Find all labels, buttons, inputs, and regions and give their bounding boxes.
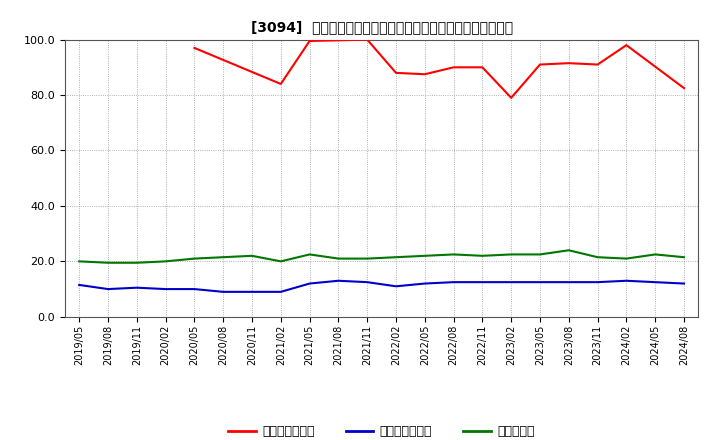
在庫回転率 bbox=[104, 260, 112, 265]
在庫回転率 bbox=[420, 253, 429, 258]
買入債務回転率 bbox=[161, 286, 170, 292]
在庫回転率 bbox=[622, 256, 631, 261]
売上債権回転率 bbox=[305, 38, 314, 44]
買入債務回転率 bbox=[75, 282, 84, 288]
在庫回転率 bbox=[507, 252, 516, 257]
買入債務回転率 bbox=[190, 286, 199, 292]
買入債務回転率 bbox=[449, 279, 458, 285]
買入債務回転率 bbox=[392, 284, 400, 289]
在庫回転率 bbox=[276, 259, 285, 264]
買入債務回転率 bbox=[622, 278, 631, 283]
在庫回転率 bbox=[161, 259, 170, 264]
売上債権回転率 bbox=[276, 81, 285, 87]
在庫回転率 bbox=[449, 252, 458, 257]
買入債務回転率 bbox=[132, 285, 141, 290]
在庫回転率 bbox=[248, 253, 256, 258]
Line: 売上債権回転率: 売上債権回転率 bbox=[194, 40, 684, 98]
売上債権回転率 bbox=[507, 95, 516, 100]
売上債権回転率 bbox=[680, 85, 688, 91]
在庫回転率 bbox=[363, 256, 372, 261]
在庫回転率 bbox=[593, 255, 602, 260]
Title: [3094]  売上債権回転率、買入債務回転率、在庫回転率の推移: [3094] 売上債権回転率、買入債務回転率、在庫回転率の推移 bbox=[251, 20, 513, 34]
買入債務回転率 bbox=[363, 279, 372, 285]
売上債権回転率 bbox=[593, 62, 602, 67]
在庫回転率 bbox=[564, 248, 573, 253]
Line: 買入債務回転率: 買入債務回転率 bbox=[79, 281, 684, 292]
在庫回転率 bbox=[190, 256, 199, 261]
買入債務回転率 bbox=[593, 279, 602, 285]
買入債務回転率 bbox=[680, 281, 688, 286]
在庫回転率 bbox=[132, 260, 141, 265]
在庫回転率 bbox=[478, 253, 487, 258]
買入債務回転率 bbox=[651, 279, 660, 285]
買入債務回転率 bbox=[248, 289, 256, 294]
買入債務回転率 bbox=[420, 281, 429, 286]
買入債務回転率 bbox=[507, 279, 516, 285]
買入債務回転率 bbox=[564, 279, 573, 285]
在庫回転率 bbox=[305, 252, 314, 257]
在庫回転率 bbox=[680, 255, 688, 260]
Line: 在庫回転率: 在庫回転率 bbox=[79, 250, 684, 263]
買入債務回転率 bbox=[536, 279, 544, 285]
在庫回転率 bbox=[334, 256, 343, 261]
売上債権回転率 bbox=[449, 65, 458, 70]
在庫回転率 bbox=[536, 252, 544, 257]
売上債権回転率 bbox=[420, 72, 429, 77]
買入債務回転率 bbox=[305, 281, 314, 286]
在庫回転率 bbox=[651, 252, 660, 257]
売上債権回転率 bbox=[478, 65, 487, 70]
買入債務回転率 bbox=[276, 289, 285, 294]
Legend: 売上債権回転率, 買入債務回転率, 在庫回転率: 売上債権回転率, 買入債務回転率, 在庫回転率 bbox=[223, 420, 540, 440]
買入債務回転率 bbox=[478, 279, 487, 285]
売上債権回転率 bbox=[622, 43, 631, 48]
売上債権回転率 bbox=[536, 62, 544, 67]
在庫回転率 bbox=[392, 255, 400, 260]
売上債権回転率 bbox=[564, 61, 573, 66]
買入債務回転率 bbox=[104, 286, 112, 292]
買入債務回転率 bbox=[334, 278, 343, 283]
売上債権回転率 bbox=[392, 70, 400, 76]
在庫回転率 bbox=[219, 255, 228, 260]
在庫回転率 bbox=[75, 259, 84, 264]
売上債権回転率 bbox=[190, 45, 199, 51]
売上債権回転率 bbox=[363, 37, 372, 42]
買入債務回転率 bbox=[219, 289, 228, 294]
